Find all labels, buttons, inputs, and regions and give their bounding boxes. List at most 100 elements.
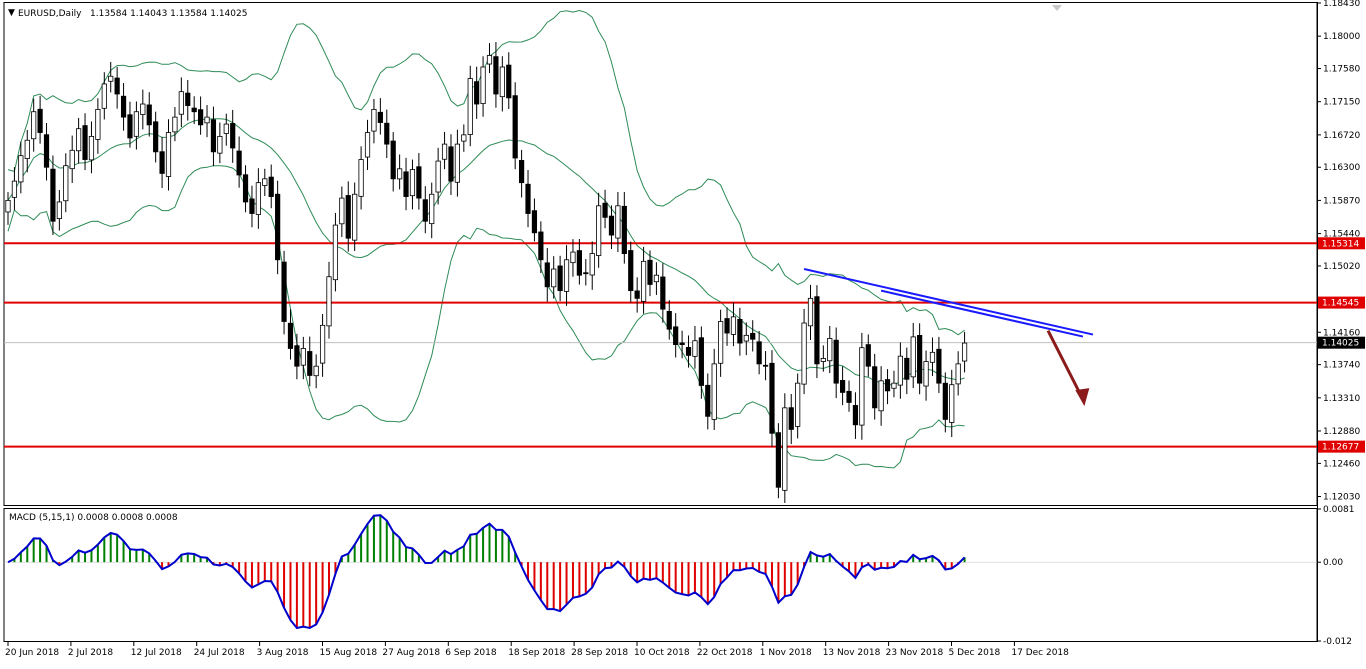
candle-body [679,342,685,346]
macd-tick-label: -0.012 [1323,637,1352,647]
x-tick-label: 23 Nov 2018 [886,648,944,658]
candle-body [435,160,441,193]
candle-body [936,348,942,384]
candle-body [429,193,435,225]
candle-body [576,250,582,276]
candle-body [833,339,839,384]
candle-body [602,202,608,218]
candle-body [917,335,923,384]
x-tick-label: 15 Aug 2018 [320,648,378,658]
candle-body [493,56,499,95]
candle-body [897,355,903,386]
candle-body [730,316,737,335]
y-tick-label: 1.15020 [1323,262,1360,272]
candle-body [294,345,300,367]
candle-body [775,432,782,488]
candle-body [923,361,929,387]
candle-body [705,384,711,417]
candle-body [319,324,326,364]
x-tick-label: 18 Sep 2018 [508,648,565,658]
bollinger-lower-band [7,165,965,469]
candle-body [647,259,653,285]
candle-body [949,384,955,423]
candle-body [127,114,133,139]
x-tick-label: 3 Aug 2018 [257,648,309,658]
candle-body [872,366,878,409]
candle-body [191,107,197,113]
current-price-tag [1318,336,1365,349]
candle-body [326,276,332,327]
candle-body [557,265,563,292]
macd-panel[interactable] [3,508,1318,642]
candle-body [583,272,589,275]
candle-body [615,205,621,239]
candle-body [352,193,358,241]
candle-body [756,341,762,365]
candle-body [358,159,364,197]
candle-body [242,174,249,203]
candle-body [56,201,62,219]
candle-body [332,224,339,281]
candle-body [31,111,37,140]
y-tick-label: 1.15870 [1323,196,1360,206]
candle-body [172,116,178,133]
candle-body [865,344,871,367]
chart-symbol-title: EURUSD,Daily [18,9,82,19]
macd-tick-label: 0.00 [1323,558,1343,568]
candle-body [698,337,704,386]
candle-body [942,382,948,420]
candle-body [750,332,756,340]
trendline-secondary [880,289,1084,338]
collapse-arrow-icon[interactable]: ▼ [8,8,15,18]
candle-body [634,290,640,299]
candle-body [884,379,891,392]
scroll-marker-icon[interactable] [1052,5,1062,11]
y-tick-label: 1.18000 [1323,32,1360,42]
candle-body [403,171,409,197]
candle-body [82,125,88,160]
candle-body [249,198,255,214]
y-tick-label: 1.12030 [1323,493,1360,503]
candle-body [69,149,75,170]
candle-body [262,178,268,186]
candle-body [544,262,550,288]
candle-body [461,134,467,142]
candle-body [108,75,114,82]
x-tick-label: 12 Jul 2018 [131,648,182,658]
y-tick-label: 1.12460 [1323,459,1360,469]
candle-body [390,140,396,180]
chart-ohlc-readout: 1.13584 1.14043 1.13584 1.14025 [90,9,247,19]
candle-body [133,111,139,137]
candle-body [467,78,473,135]
candle-body [159,151,165,174]
candle-body [666,311,672,330]
y-tick-label: 1.18430 [1323,0,1360,9]
candle-body [724,318,730,334]
candle-body [384,122,390,145]
x-tick-label: 5 Dec 2018 [949,648,1001,658]
candle-body [230,123,236,149]
candle-body [910,336,916,378]
candle-body [692,340,698,357]
candle-body [660,276,666,310]
candle-body [538,231,544,261]
x-tick-label: 20 Jun 2018 [5,648,59,658]
candle-body [846,390,852,403]
x-tick-label: 10 Oct 2018 [634,648,690,658]
candle-body [114,77,120,95]
price-panel[interactable] [3,2,1318,506]
candle-body [364,132,371,158]
candle-body [878,380,884,412]
time-axis: 20 Jun 2018 2 Jul 2018 12 Jul 2018 24 Jul 2… [5,642,1069,658]
candle-body [24,139,30,159]
candle-body [743,334,749,342]
level-price-tag [1318,440,1365,453]
x-tick-label: 27 Aug 2018 [382,648,440,658]
bollinger-upper-band [7,9,965,336]
candle-body [165,132,172,177]
candle-body [153,121,159,153]
price-axis: 1.18430 1.18000 1.17580 1.17150 1.16720 1.163… [1317,0,1360,503]
x-tick-label: 1 Nov 2018 [760,648,812,658]
